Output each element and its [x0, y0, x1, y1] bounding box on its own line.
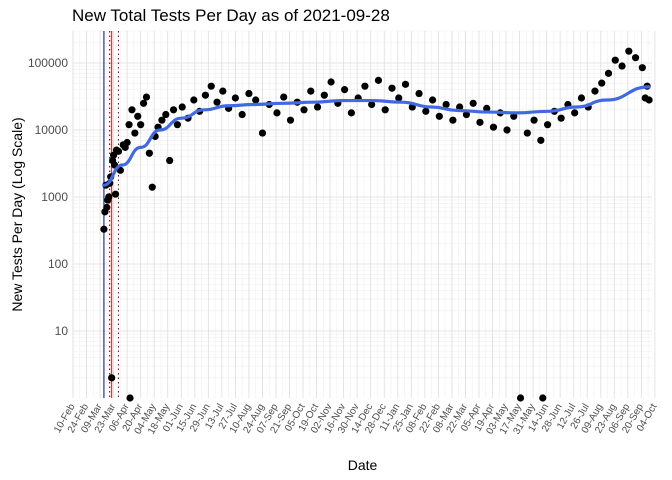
- data-point: [483, 104, 491, 112]
- data-point: [134, 112, 142, 120]
- data-point: [286, 116, 295, 124]
- data-point: [469, 99, 477, 107]
- data-point: [591, 87, 599, 95]
- data-point: [231, 94, 239, 102]
- data-point: [347, 109, 355, 117]
- y-tick-label: 10000: [35, 123, 69, 137]
- data-point: [111, 190, 120, 198]
- data-point: [105, 193, 113, 201]
- data-point: [320, 91, 328, 99]
- data-point: [577, 94, 586, 102]
- data-point: [158, 116, 166, 124]
- data-point: [625, 47, 633, 55]
- data-point: [166, 156, 174, 165]
- data-point: [456, 103, 464, 111]
- data-point: [178, 103, 186, 111]
- data-point: [100, 225, 108, 233]
- data-point: [126, 394, 134, 402]
- data-point: [169, 106, 178, 114]
- data-point: [190, 96, 198, 104]
- data-point: [631, 54, 640, 62]
- data-point: [449, 116, 457, 124]
- data-point: [128, 106, 136, 114]
- x-axis-title: Date: [348, 457, 378, 473]
- data-point: [544, 121, 552, 129]
- data-point: [604, 69, 613, 77]
- data-point: [462, 110, 471, 119]
- data-point: [489, 123, 498, 131]
- data-point: [476, 118, 484, 126]
- smooth-line: [102, 85, 651, 187]
- data-point: [252, 96, 260, 104]
- data-point: [148, 183, 156, 191]
- data-point: [645, 96, 653, 104]
- data-point: [213, 98, 221, 106]
- y-tick-label: 10: [55, 324, 69, 338]
- data-point: [388, 84, 396, 92]
- data-point: [201, 91, 210, 99]
- data-point: [539, 394, 547, 402]
- data-point: [523, 129, 531, 137]
- data-point: [530, 116, 538, 124]
- data-point: [571, 109, 579, 117]
- data-point: [245, 89, 253, 98]
- data-point: [142, 93, 151, 101]
- data-point: [300, 106, 308, 114]
- chart-title: New Total Tests Per Day as of 2021-09-28: [72, 6, 390, 25]
- data-point: [125, 121, 133, 129]
- data-point: [638, 64, 646, 72]
- data-point: [173, 121, 181, 129]
- y-axis-title: New Tests Per Day (Log Scale): [9, 117, 25, 311]
- data-point: [273, 109, 281, 117]
- data-point: [381, 106, 389, 114]
- data-point: [361, 82, 369, 90]
- data-point: [415, 89, 423, 98]
- data-point: [374, 76, 383, 84]
- data-point: [219, 87, 227, 95]
- data-point: [103, 203, 111, 211]
- data-point: [145, 149, 153, 157]
- data-point: [114, 147, 123, 155]
- data-point: [422, 107, 430, 115]
- data-point: [313, 103, 322, 111]
- data-point: [238, 110, 246, 119]
- data-point: [516, 394, 525, 402]
- data-point: [537, 136, 545, 144]
- data-point: [435, 112, 443, 120]
- data-point: [258, 129, 267, 137]
- data-point: [395, 94, 403, 102]
- data-point: [510, 112, 518, 120]
- data-point: [598, 79, 606, 87]
- data-point: [123, 138, 131, 147]
- y-tick-label: 100000: [28, 56, 68, 70]
- data-point: [611, 56, 619, 64]
- data-point: [341, 86, 349, 94]
- data-point: [207, 82, 215, 90]
- data-point: [618, 62, 626, 70]
- data-point: [131, 129, 139, 137]
- data-point: [401, 80, 410, 88]
- data-point: [442, 100, 450, 109]
- data-point: [327, 78, 335, 86]
- data-point: [307, 87, 315, 95]
- data-point: [108, 374, 116, 382]
- y-tick-label: 1000: [41, 190, 68, 204]
- data-point: [280, 93, 288, 101]
- data-point: [557, 114, 565, 122]
- y-tick-label: 100: [48, 257, 68, 271]
- data-point: [162, 110, 170, 119]
- data-point: [503, 126, 511, 134]
- data-point: [368, 100, 376, 109]
- data-point: [428, 96, 437, 104]
- data-point: [137, 121, 145, 129]
- data-point: [139, 99, 148, 107]
